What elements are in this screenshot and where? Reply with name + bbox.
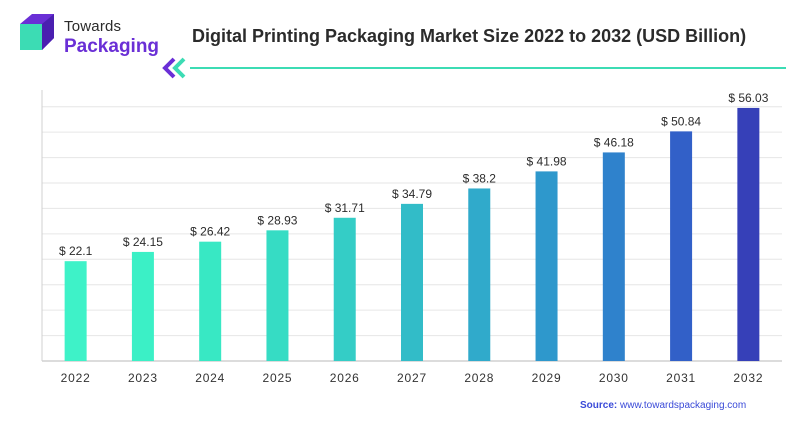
chart-x-tick-labels: 2022 2023 2024 2025 2026 2027 2028 2029 2030 2031…	[61, 371, 763, 385]
x-tick-label-2025: 2025	[263, 371, 293, 385]
bar-2023	[131, 251, 154, 361]
data-label-2027: $ 34.79	[392, 187, 432, 201]
x-tick-label-2031: 2031	[666, 371, 696, 385]
bar-2031	[670, 131, 693, 361]
x-tick-label-2028: 2028	[464, 371, 494, 385]
x-tick-label-2023: 2023	[128, 371, 158, 385]
bar-2029	[535, 171, 558, 361]
chart-bars	[64, 107, 760, 361]
bar-2025	[266, 230, 289, 361]
data-label-2025: $ 28.93	[257, 213, 297, 227]
x-tick-label-2029: 2029	[532, 371, 562, 385]
data-label-2031: $ 50.84	[661, 114, 701, 128]
x-tick-label-2032: 2032	[733, 371, 763, 385]
bar-2032	[737, 107, 760, 361]
logo-text-packaging: Packaging	[64, 36, 160, 57]
x-tick-label-2030: 2030	[599, 371, 629, 385]
data-label-2024: $ 26.42	[190, 225, 230, 239]
bar-2022	[64, 261, 87, 361]
source-note: Source: www.towardspackaging.com	[580, 400, 746, 411]
x-tick-label-2022: 2022	[61, 371, 91, 385]
bar-2026	[333, 217, 356, 361]
logo-cube-icon	[20, 14, 54, 50]
data-label-2028: $ 38.2	[463, 171, 497, 185]
chart-title: Digital Printing Packaging Market Size 2…	[192, 26, 747, 46]
chevron-left-icon	[162, 57, 186, 79]
logo-text-towards: Towards	[64, 18, 122, 35]
data-label-2032: $ 56.03	[728, 91, 768, 105]
x-tick-label-2026: 2026	[330, 371, 360, 385]
bar-2027	[401, 203, 423, 361]
title-divider-line	[190, 67, 786, 69]
data-label-2023: $ 24.15	[123, 235, 163, 249]
bar-2024	[199, 241, 222, 361]
source-label: Source:	[580, 400, 618, 411]
chart-data-labels: $ 22.1 $ 24.15 $ 26.42 $ 28.93 $ 31.71 $ 34.7…	[59, 91, 769, 258]
data-label-2030: $ 46.18	[594, 135, 634, 149]
data-label-2022: $ 22.1	[59, 244, 93, 258]
bar-2030	[602, 152, 625, 361]
towards-packaging-logo: Towards Packaging	[16, 12, 166, 60]
data-label-2029: $ 41.98	[527, 154, 567, 168]
data-label-2026: $ 31.71	[325, 201, 365, 215]
bar-2028	[468, 188, 491, 361]
source-url: www.towardspackaging.com	[620, 400, 747, 411]
x-tick-label-2027: 2027	[397, 371, 427, 385]
x-tick-label-2024: 2024	[195, 371, 225, 385]
